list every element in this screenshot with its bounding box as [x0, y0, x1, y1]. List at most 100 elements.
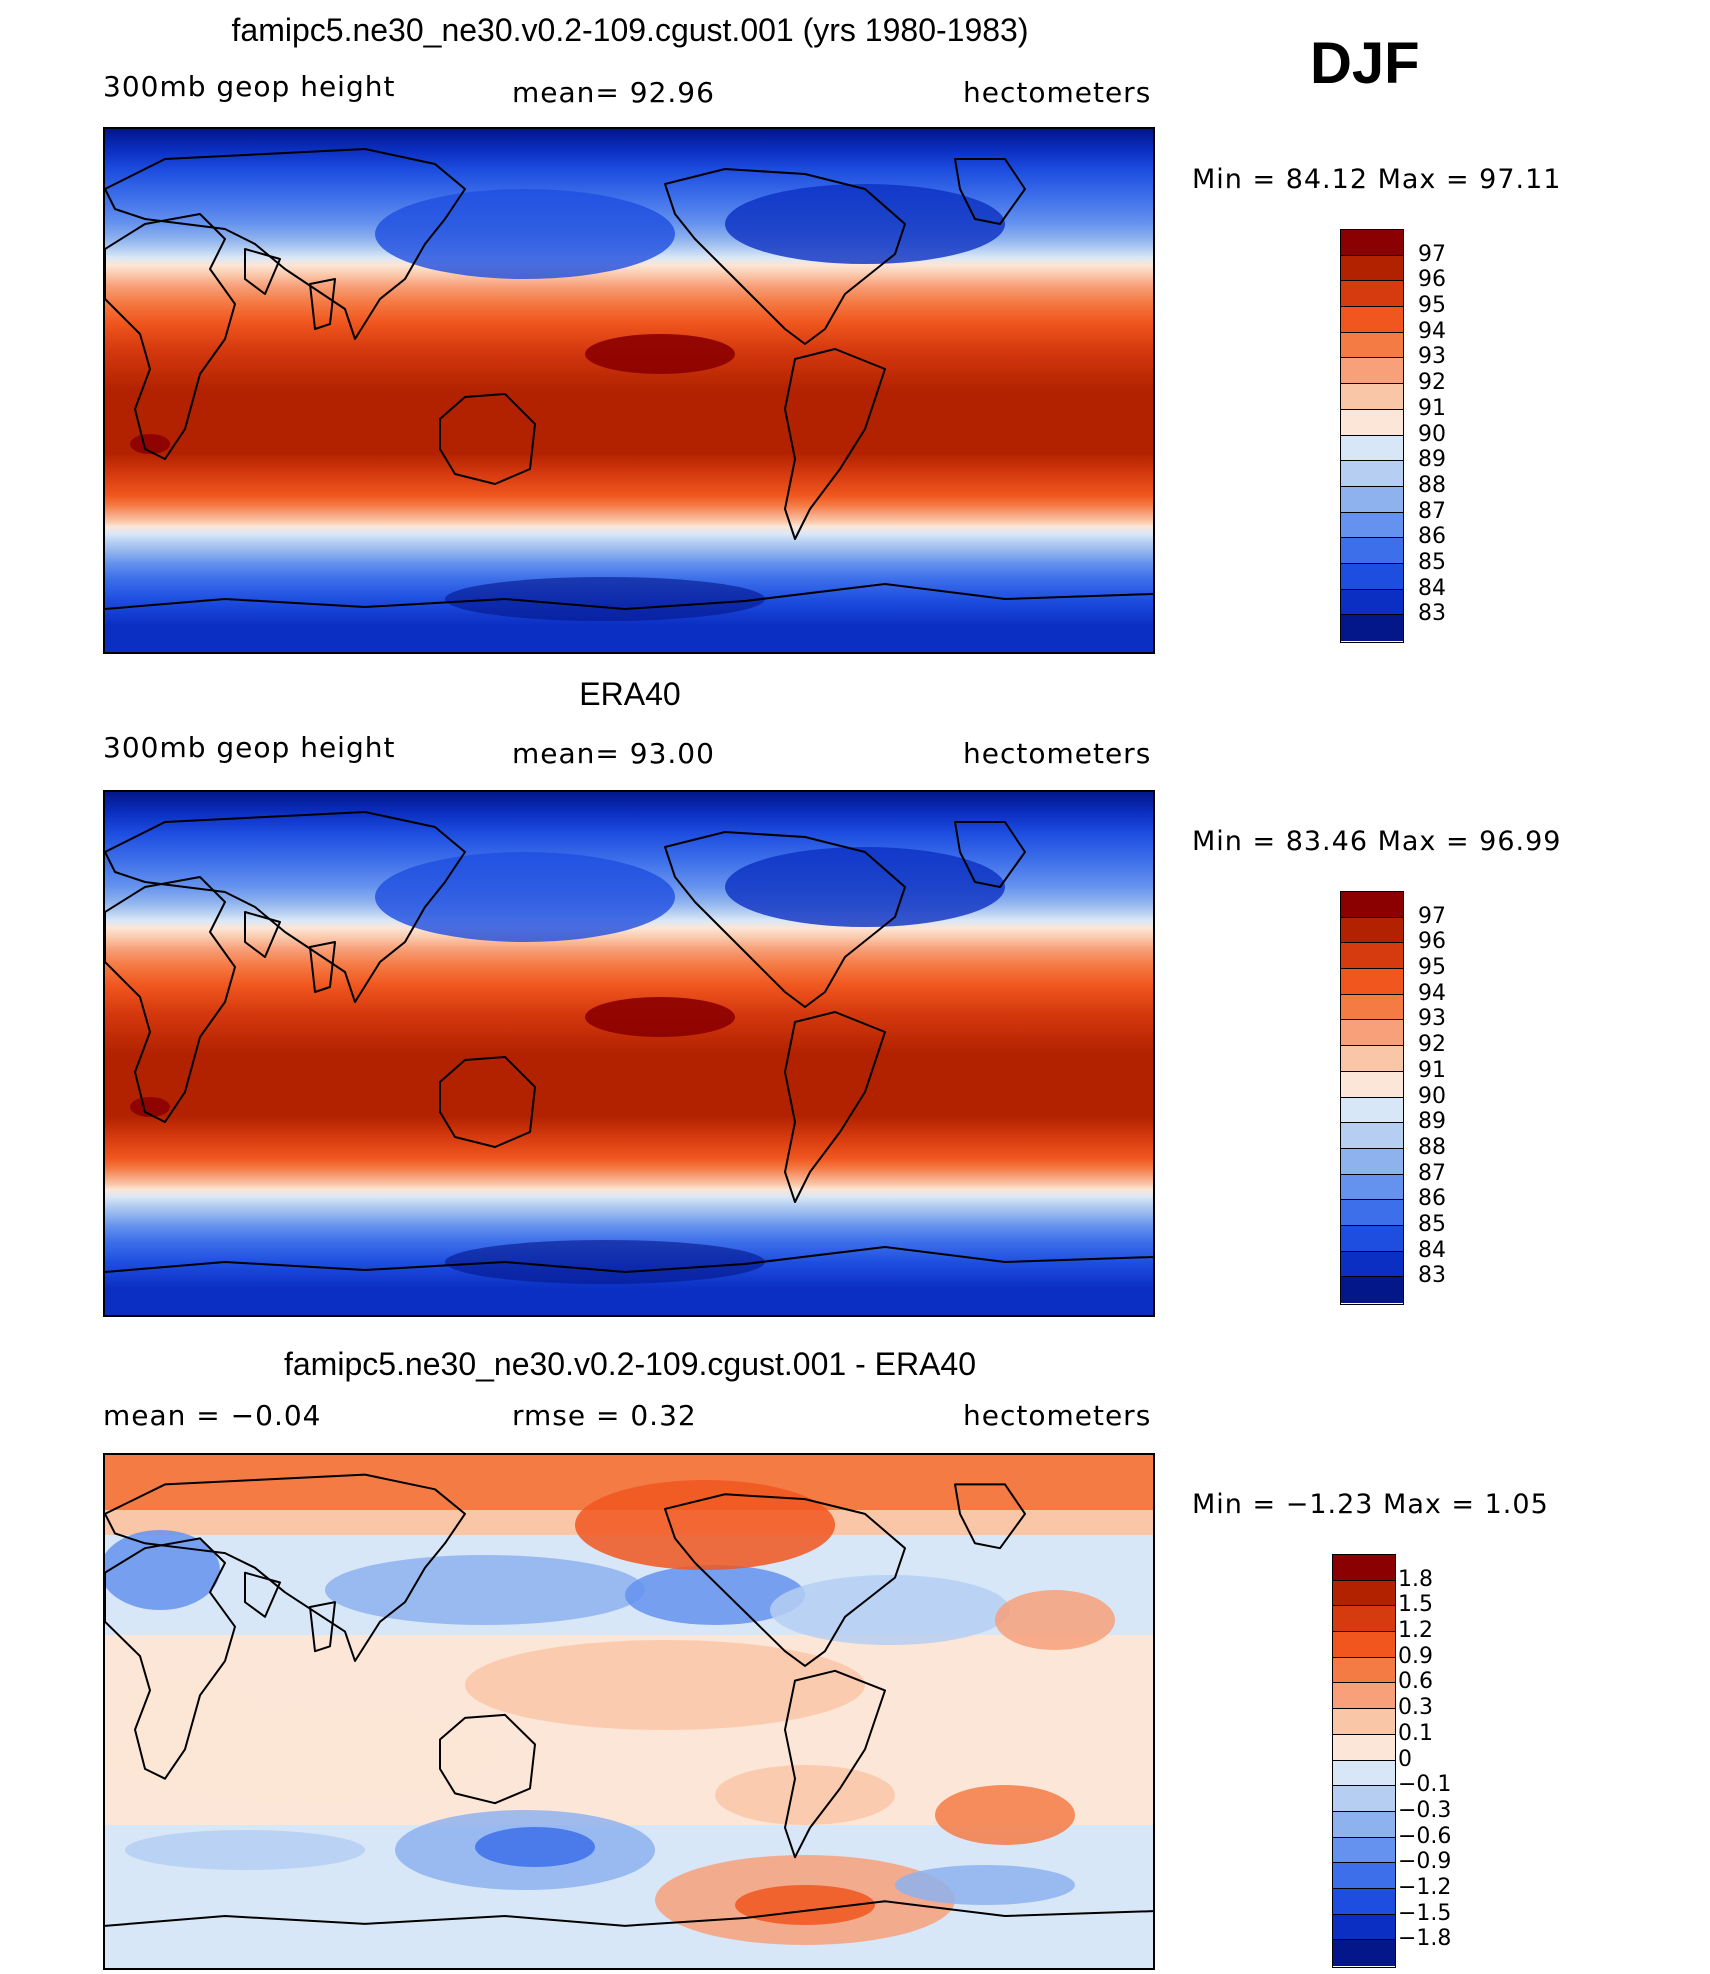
colorbar-tick-label: 95: [1418, 293, 1446, 319]
colorbar-swatch: [1341, 589, 1403, 616]
colorbar-tick-label: 90: [1418, 421, 1446, 447]
season-label: DJF: [1310, 31, 1420, 96]
colorbar-swatch: [1341, 615, 1403, 641]
colorbar-swatch: [1341, 486, 1403, 513]
colorbar-swatch: [1333, 1606, 1395, 1633]
colorbar-swatch: [1333, 1555, 1395, 1581]
colorbar-swatch: [1333, 1709, 1395, 1735]
colorbar-swatch: [1333, 1657, 1395, 1684]
colorbar-tick-label: 1.8: [1398, 1566, 1433, 1592]
colorbar-swatch: [1341, 917, 1403, 944]
colorbar-tick-label: 93: [1418, 344, 1446, 370]
panel-1-variable-label: 300mb geop height: [103, 70, 396, 103]
panel-2-map-field: [105, 792, 1153, 1315]
colorbar-tick-label: 96: [1418, 929, 1446, 955]
colorbar-swatch: [1341, 1097, 1403, 1124]
colorbar-swatch: [1333, 1914, 1395, 1941]
colorbar-swatch: [1341, 1148, 1403, 1175]
colorbar-swatch: [1341, 384, 1403, 410]
panel-1-map-field: [105, 129, 1153, 652]
colorbar-swatch: [1341, 1200, 1403, 1226]
colorbar-tick-label: 1.5: [1398, 1592, 1433, 1618]
panel-3-colorbar: [1332, 1554, 1396, 1968]
colorbar-tick-label: 92: [1418, 370, 1446, 396]
colorbar-swatch: [1341, 1251, 1403, 1278]
colorbar-swatch: [1341, 1020, 1403, 1047]
panel-3-units-label: hectometers: [963, 1399, 1152, 1432]
colorbar-swatch: [1341, 969, 1403, 995]
panel-3-title: famipc5.ne30_ne30.v0.2-109.cgust.001 - E…: [283, 1346, 976, 1382]
colorbar-tick-label: 83: [1418, 601, 1446, 627]
colorbar-tick-label: 88: [1418, 472, 1446, 498]
colorbar-swatch: [1333, 1888, 1395, 1915]
colorbar-tick-label: −1.5: [1398, 1900, 1452, 1926]
colorbar-swatch: [1341, 281, 1403, 308]
colorbar-swatch: [1341, 358, 1403, 385]
colorbar-tick-label: 86: [1418, 524, 1446, 550]
panel-1-mean-label: mean= 92.96: [512, 76, 715, 109]
colorbar-swatch: [1341, 512, 1403, 539]
colorbar-swatch: [1333, 1683, 1395, 1710]
panel-1-title: famipc5.ne30_ne30.v0.2-109.cgust.001 (yr…: [231, 12, 1029, 48]
panel-3-map: [103, 1453, 1155, 1970]
panel-3-mean-label: mean = −0.04: [103, 1399, 322, 1432]
colorbar-swatch: [1341, 538, 1403, 564]
colorbar-tick-label: −0.9: [1398, 1849, 1452, 1875]
colorbar-tick-label: 1.2: [1398, 1618, 1433, 1644]
colorbar-tick-label: 92: [1418, 1032, 1446, 1058]
colorbar-tick-label: −0.6: [1398, 1823, 1452, 1849]
colorbar-swatch: [1341, 409, 1403, 436]
colorbar-tick-label: 95: [1418, 955, 1446, 981]
colorbar-tick-label: 0.6: [1398, 1669, 1433, 1695]
colorbar-tick-label: 96: [1418, 267, 1446, 293]
colorbar-swatch: [1341, 1225, 1403, 1252]
colorbar-tick-label: 93: [1418, 1006, 1446, 1032]
colorbar-swatch: [1333, 1786, 1395, 1812]
colorbar-tick-label: 84: [1418, 1237, 1446, 1263]
colorbar-tick-label: −0.1: [1398, 1772, 1452, 1798]
colorbar-tick-label: 97: [1418, 241, 1446, 267]
colorbar-swatch: [1341, 435, 1403, 462]
panel-2-map: [103, 790, 1155, 1317]
colorbar-tick-label: 0.1: [1398, 1720, 1433, 1746]
colorbar-swatch: [1341, 332, 1403, 359]
panel-2-mean-label: mean= 93.00: [512, 737, 715, 770]
panel-3-map-field: [105, 1455, 1153, 1968]
colorbar-tick-label: 85: [1418, 1211, 1446, 1237]
colorbar-tick-label: 0: [1398, 1746, 1412, 1772]
colorbar-swatch: [1333, 1580, 1395, 1607]
panel-2-colorbar: [1340, 891, 1404, 1305]
colorbar-tick-label: 0.9: [1398, 1643, 1433, 1669]
panel-3-minmax: Min = −1.23 Max = 1.05: [1192, 1489, 1549, 1520]
panel-2-variable-label: 300mb geop height: [103, 731, 396, 764]
colorbar-swatch: [1341, 1174, 1403, 1201]
colorbar-tick-label: 91: [1418, 395, 1446, 421]
colorbar-tick-label: 83: [1418, 1263, 1446, 1289]
colorbar-tick-label: 87: [1418, 498, 1446, 524]
colorbar-swatch: [1333, 1837, 1395, 1864]
panel-1-map: [103, 127, 1155, 654]
colorbar-tick-label: 91: [1418, 1057, 1446, 1083]
colorbar-swatch: [1341, 892, 1403, 918]
colorbar-tick-label: 94: [1418, 318, 1446, 344]
colorbar-swatch: [1341, 307, 1403, 333]
colorbar-swatch: [1341, 994, 1403, 1021]
panel-2-minmax: Min = 83.46 Max = 96.99: [1192, 826, 1562, 857]
colorbar-tick-label: 90: [1418, 1083, 1446, 1109]
colorbar-tick-label: 89: [1418, 1109, 1446, 1135]
colorbar-tick-label: 87: [1418, 1160, 1446, 1186]
panel-1-minmax: Min = 84.12 Max = 97.11: [1192, 164, 1562, 195]
colorbar-swatch: [1333, 1811, 1395, 1838]
colorbar-swatch: [1341, 461, 1403, 487]
colorbar-swatch: [1341, 1071, 1403, 1098]
colorbar-tick-label: 84: [1418, 575, 1446, 601]
panel-3-rmse-label: rmse = 0.32: [512, 1399, 697, 1432]
colorbar-swatch: [1333, 1734, 1395, 1761]
colorbar-tick-label: 88: [1418, 1134, 1446, 1160]
panel-2-title: ERA40: [579, 676, 681, 712]
colorbar-tick-label: 86: [1418, 1186, 1446, 1212]
panel-1-colorbar: [1340, 229, 1404, 643]
colorbar-tick-label: 89: [1418, 447, 1446, 473]
colorbar-swatch: [1341, 255, 1403, 282]
colorbar-swatch: [1341, 563, 1403, 590]
